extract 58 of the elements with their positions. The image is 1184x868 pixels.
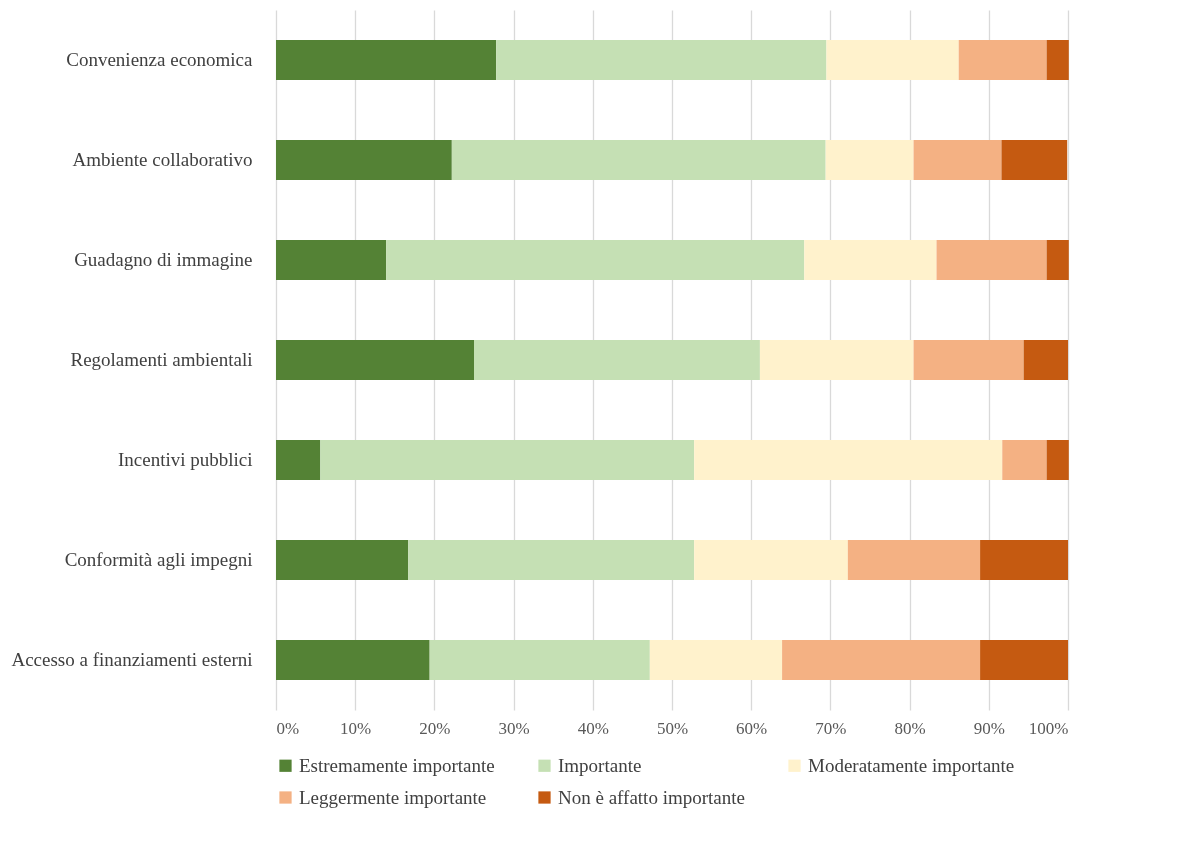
bar (694, 440, 1003, 480)
bar (276, 340, 474, 380)
x-tick-label: 40% (577, 718, 609, 738)
bar (276, 440, 321, 480)
bar (276, 40, 497, 80)
bar (759, 340, 914, 380)
bar (276, 540, 409, 580)
bar (694, 540, 848, 580)
bar (276, 240, 387, 280)
x-tick-label: 60% (736, 718, 768, 738)
bar (276, 140, 452, 180)
bar (276, 640, 430, 680)
y-tick-label: Regolamenti ambientali (70, 349, 253, 370)
legend-label: Importante (558, 754, 642, 776)
bar (320, 440, 695, 480)
y-tick-label: Accesso a finanziamenti esterni (11, 649, 253, 670)
bar (1002, 440, 1047, 480)
bar (408, 540, 695, 580)
bar (1046, 240, 1069, 280)
y-tick-label: Ambiente collaborativo (72, 149, 253, 170)
x-tick-label: 30% (498, 718, 530, 738)
bar (913, 140, 1002, 180)
legend-label: Leggermente importante (299, 786, 487, 808)
bar (782, 640, 981, 680)
x-tick-label: 90% (973, 718, 1005, 738)
x-tick-label: 0% (276, 718, 300, 738)
bar (496, 40, 827, 80)
bar (825, 140, 914, 180)
bar (386, 240, 805, 280)
x-tick-label: 70% (815, 718, 847, 738)
bar (429, 640, 650, 680)
x-tick-label: 20% (419, 718, 451, 738)
bar (847, 540, 981, 580)
bar (649, 640, 783, 680)
bar (474, 340, 760, 380)
bar (1023, 340, 1068, 380)
bar (936, 240, 1047, 280)
bar (980, 640, 1068, 680)
legend-label: Estremamente importante (299, 754, 495, 776)
x-tick-label: 100% (1028, 718, 1069, 738)
legend-label: Moderatamente importante (808, 754, 1015, 776)
y-tick-label: Convenienza economica (66, 49, 254, 70)
bar (804, 240, 937, 280)
x-tick-label: 10% (340, 718, 372, 738)
bar (980, 540, 1068, 580)
bar (1046, 40, 1069, 80)
y-tick-label: Guadagno di immagine (74, 249, 253, 270)
y-tick-label: Incentivi pubblici (117, 449, 253, 470)
bar (826, 40, 959, 80)
bar (1046, 440, 1069, 480)
bar (958, 40, 1047, 80)
bar (451, 140, 826, 180)
x-tick-label: 50% (656, 718, 689, 738)
bar (1001, 140, 1068, 180)
y-tick-label: Conformità agli impegni (64, 549, 253, 570)
legend-label: Non è affatto importante (558, 786, 745, 808)
x-tick-label: 80% (894, 718, 926, 738)
bar (913, 340, 1024, 380)
